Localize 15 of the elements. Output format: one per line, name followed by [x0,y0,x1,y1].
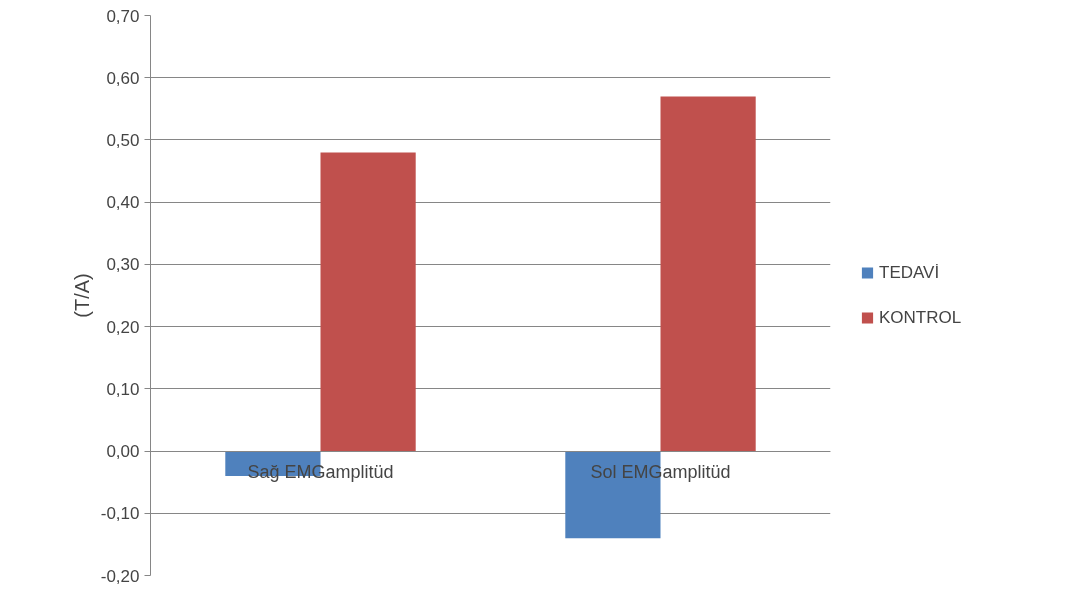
legend-label: TEDAVİ [879,262,940,283]
y-axis-title: (T/A) [70,273,93,318]
y-tick-label: 0,70 [106,6,140,26]
legend-label: KONTROL [879,307,962,328]
y-tick-label: 0,00 [106,442,140,462]
y-tick-label: 0,20 [106,317,140,337]
y-tick-label: 0,60 [106,68,140,88]
y-tick-label: 0,10 [106,379,140,399]
bar [660,96,756,452]
bar [320,152,416,452]
y-tick-label: 0,40 [106,193,140,213]
y-tick-label: 0,30 [106,255,140,275]
y-tick-label: 0,50 [106,130,140,150]
y-tick-label: -0,10 [100,504,140,524]
y-tick-label: -0,20 [100,566,140,586]
